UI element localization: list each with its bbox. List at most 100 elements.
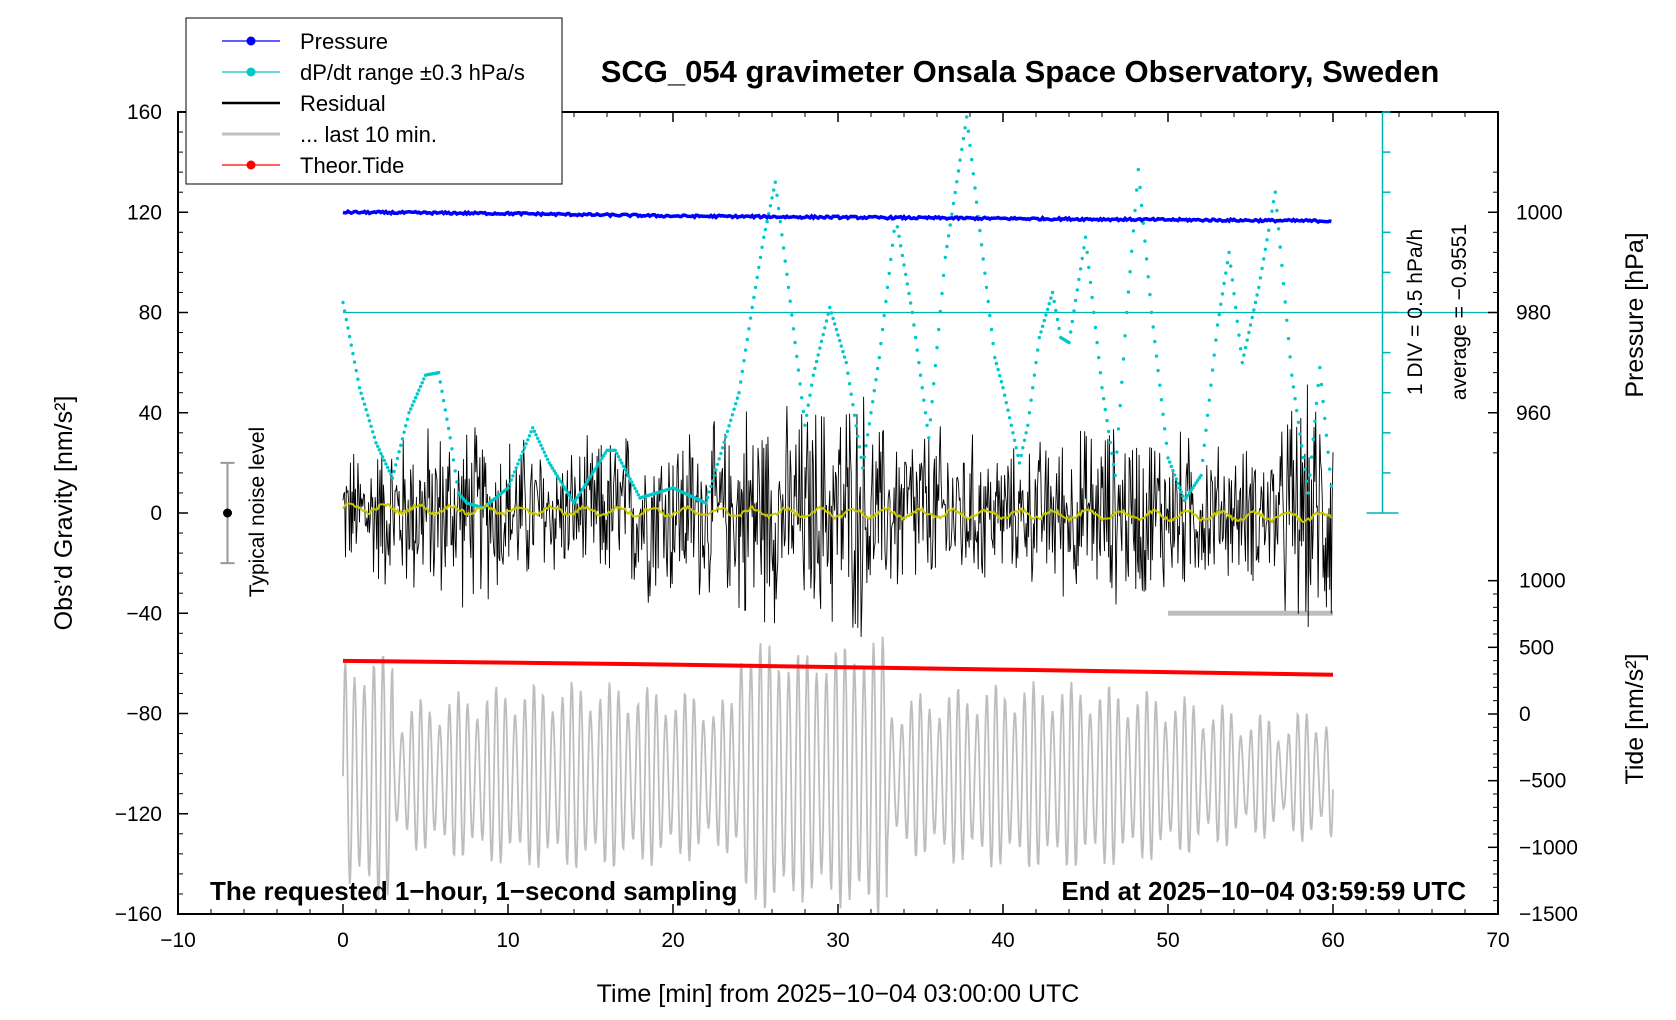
dpdt-point (539, 443, 543, 447)
dpdt-point (1108, 440, 1113, 445)
dpdt-point (1295, 408, 1299, 413)
dpdt-point (1212, 353, 1216, 357)
dpdt-point (542, 450, 546, 454)
dpdt-point (715, 462, 720, 467)
end-time-note: End at 2025−10−04 03:59:59 UTC (1061, 876, 1466, 906)
dpdt-point (1014, 446, 1018, 450)
dpdt-point (757, 265, 761, 270)
dpdt-point (813, 366, 817, 371)
dpdt-point (1106, 429, 1111, 434)
dpdt-point (722, 440, 726, 444)
dpdt-point (1262, 257, 1266, 261)
dpdt-point (1115, 450, 1119, 454)
dpdt-point (1293, 397, 1297, 401)
dpdt-point (1271, 200, 1276, 204)
dpdt-point (724, 435, 728, 439)
dpdt-point (958, 158, 962, 162)
dpdt-point (948, 223, 952, 227)
dpdt-point (823, 326, 827, 330)
dpdt-point (864, 444, 868, 448)
dpdt-point (364, 408, 368, 412)
dpdt-point (984, 285, 989, 290)
dpdt-point (400, 437, 405, 441)
dpdt-point (618, 458, 622, 462)
dpdt-point (1003, 393, 1007, 397)
tide-tick-label: 0 (1519, 703, 1531, 726)
dpdt-point (1314, 401, 1319, 406)
dpdt-point (808, 393, 812, 397)
dpdt-point (1257, 285, 1261, 290)
dpdt-point (902, 263, 906, 267)
dpdt-point (935, 345, 939, 350)
dpdt-point (1197, 476, 1202, 480)
dpdt-point (376, 444, 380, 448)
dpdt-point (750, 305, 754, 310)
tide-tick-label: −1500 (1519, 903, 1578, 926)
dpdt-point (946, 234, 951, 238)
y-tick-label: −160 (115, 903, 162, 926)
dpdt-point (788, 299, 792, 303)
dpdt-point (884, 299, 888, 304)
y-tick-label: −120 (115, 803, 162, 826)
dpdt-point (417, 388, 421, 392)
dpdt-point (600, 456, 604, 460)
dpdt-point (354, 368, 358, 373)
dpdt-point (996, 367, 1000, 372)
dpdt-point (1235, 319, 1240, 323)
dpdt-point (577, 493, 581, 497)
dpdt-point (857, 445, 862, 449)
dpdt-point (859, 455, 863, 460)
dpdt-point (1166, 456, 1170, 460)
dpdt-point (932, 382, 936, 386)
dpdt-point (564, 487, 568, 492)
dpdt-point (955, 180, 959, 184)
legend: Pressure dP/dt range ±0.3 hPa/s Residual..… (185, 17, 563, 185)
dpdt-point (1026, 423, 1030, 427)
dpdt-point (829, 311, 834, 315)
dpdt-point (885, 285, 890, 290)
dpdt-point (834, 327, 839, 332)
dpdt-point (1016, 453, 1020, 458)
sampling-note: The requested 1−hour, 1−second sampling (210, 876, 737, 906)
dpdt-point (800, 396, 804, 400)
dpdt-point (405, 417, 410, 421)
dpdt-point (1179, 490, 1183, 494)
dpdt-point (1118, 403, 1122, 408)
dpdt-point (945, 244, 949, 249)
dpdt-point (1275, 208, 1279, 213)
dpdt-point (1069, 330, 1073, 334)
dpdt-point (1194, 481, 1198, 485)
dpdt-point (415, 392, 419, 396)
chart-title: SCG_054 gravimeter Onsala Space Observat… (601, 54, 1440, 89)
dpdt-point (1230, 278, 1235, 282)
dpdt-point (384, 462, 388, 466)
dpdt-point (519, 454, 523, 458)
dpdt-point (512, 470, 517, 474)
dpdt-point (1021, 446, 1025, 450)
dpdt-point (1116, 427, 1121, 431)
x-tick-label: 30 (826, 929, 849, 952)
dpdt-point (1011, 431, 1015, 435)
dpdt-point (514, 466, 518, 470)
dpdt-point (1082, 246, 1086, 250)
dpdt-point (814, 359, 819, 364)
dpdt-point (1133, 208, 1137, 213)
dpdt-point (407, 411, 411, 415)
dpdt-point (547, 461, 551, 465)
dpdt-point (1311, 437, 1315, 441)
dpdt-point (1006, 408, 1010, 412)
dpdt-point (422, 377, 426, 381)
dpdt-point (1177, 486, 1182, 490)
dpdt-point (1103, 407, 1108, 412)
dpdt-point (1077, 277, 1081, 282)
pressure-tick-label: 980 (1516, 302, 1551, 325)
dpdt-point (575, 496, 579, 500)
theor-tide-line (342, 658, 1334, 677)
dpdt-point (866, 433, 870, 437)
x-tick-label: 70 (1486, 929, 1509, 952)
dpdt-point (613, 448, 617, 452)
dpdt-point (441, 398, 446, 403)
dpdt-point (1144, 257, 1149, 261)
dpdt-point (994, 361, 999, 366)
dpdt-point (1202, 443, 1207, 447)
